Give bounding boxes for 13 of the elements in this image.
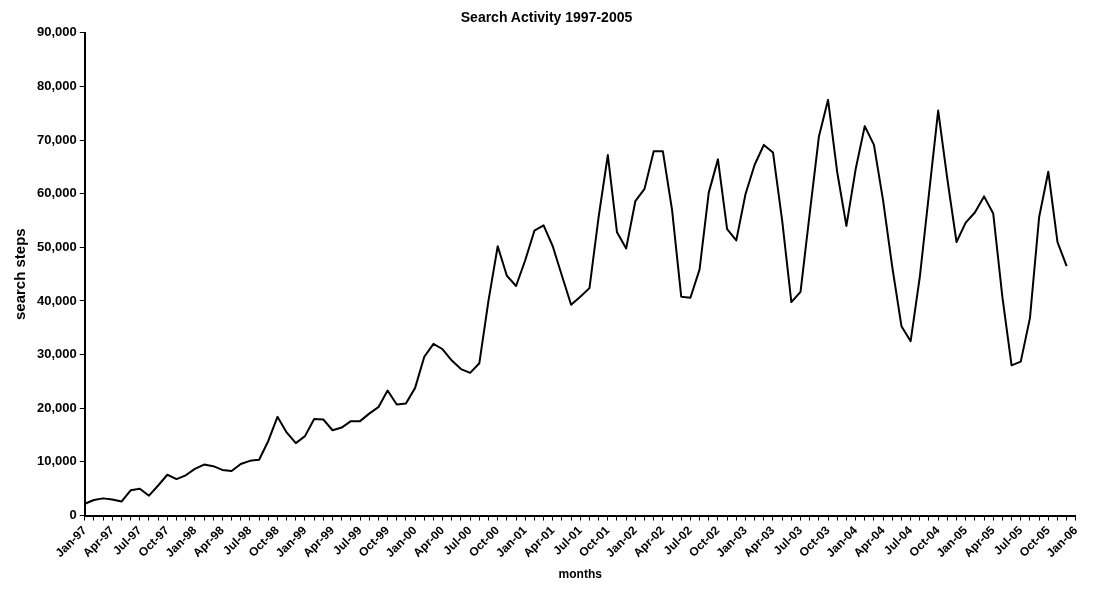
y-tick-label: 40,000 [37,292,77,308]
chart-title: Search Activity 1997-2005 [460,9,633,26]
y-axis-title: search steps [11,228,29,321]
x-axis-title: months [558,567,603,582]
y-tick-label: 20,000 [37,399,77,415]
y-tick-label: 30,000 [37,346,77,362]
y-tick-label: 70,000 [37,131,77,147]
y-tick-label: 0 [69,507,77,523]
y-tick-label: 90,000 [37,24,77,40]
y-tick-label: 80,000 [37,78,77,94]
y-tick-label: 10,000 [37,453,77,469]
y-tick-label: 60,000 [37,185,77,201]
y-tick-label: 50,000 [37,238,77,254]
